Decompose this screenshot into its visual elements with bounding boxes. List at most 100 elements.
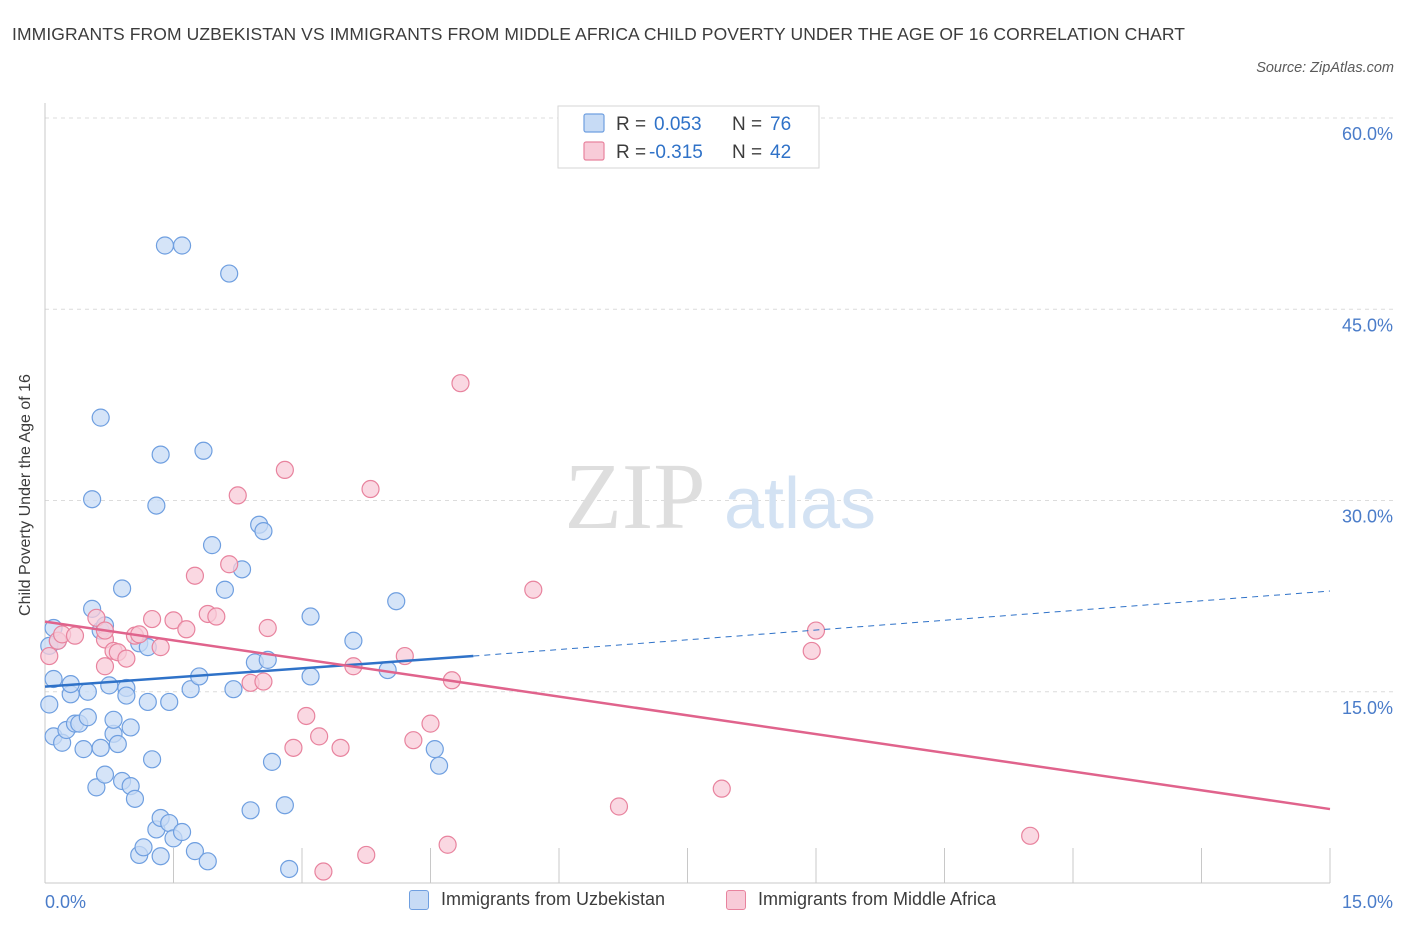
point-middle-africa [87, 608, 106, 627]
point-middle-africa [361, 479, 380, 499]
point-uzbekistan [91, 738, 110, 757]
point-middle-africa [806, 621, 826, 640]
point-middle-africa [314, 862, 333, 881]
point-middle-africa [40, 646, 59, 666]
point-middle-africa [117, 649, 136, 668]
point-uzbekistan [44, 669, 63, 689]
point-uzbekistan [40, 695, 59, 714]
point-middle-africa [95, 657, 115, 676]
point-uzbekistan [95, 765, 115, 784]
point-middle-africa [65, 626, 85, 645]
legend-n-value: 76 [770, 114, 791, 135]
point-uzbekistan [151, 847, 170, 866]
point-uzbekistan [108, 734, 127, 754]
watermark-zip: ZIP [565, 445, 706, 549]
trend-line-uzbekistan [44, 654, 474, 688]
point-middle-africa [275, 460, 294, 479]
tick-labels: 15.0% 30.0% 45.0% 60.0% 0.0% 15.0% [45, 124, 1393, 912]
point-middle-africa [451, 374, 470, 393]
source-credit: Source: ZipAtlas.com [1256, 60, 1394, 76]
point-uzbekistan [134, 838, 153, 857]
point-middle-africa [220, 555, 239, 574]
point-middle-africa [609, 797, 629, 816]
y-tick-label: 60.0% [1342, 124, 1393, 144]
grid-lines [45, 117, 1395, 693]
legend-item-uzbekistan[interactable]: Immigrants from Uzbekistan [409, 889, 665, 910]
point-uzbekistan [100, 676, 119, 695]
legend-r-value: 0.053 [654, 114, 702, 135]
point-uzbekistan [151, 445, 170, 464]
point-uzbekistan [262, 752, 282, 771]
trend-lines [44, 590, 1331, 811]
point-middle-africa [254, 672, 273, 691]
legend-n-value: 42 [770, 142, 791, 163]
point-uzbekistan [74, 740, 93, 759]
point-uzbekistan [104, 710, 123, 729]
point-middle-africa [357, 845, 376, 865]
point-uzbekistan [83, 490, 102, 509]
point-uzbekistan [117, 686, 136, 705]
point-uzbekistan [125, 789, 145, 808]
legend-item-middle-africa[interactable]: Immigrants from Middle Africa [726, 889, 996, 910]
axes [44, 103, 1331, 884]
point-middle-africa [421, 714, 440, 733]
legend-swatch-uzbekistan [583, 113, 605, 133]
point-middle-africa [712, 779, 731, 798]
y-tick-label: 15.0% [1342, 698, 1393, 718]
watermark-atlas: atlas [724, 464, 876, 544]
point-middle-africa [177, 620, 196, 639]
point-uzbekistan [344, 631, 363, 650]
point-uzbekistan [91, 408, 110, 427]
point-uzbekistan [138, 692, 157, 712]
point-middle-africa [151, 638, 170, 657]
legend-swatch-middle-africa [726, 889, 746, 910]
legend-label-middle-africa: Immigrants from Middle Africa [758, 889, 997, 909]
point-uzbekistan [254, 521, 273, 541]
point-middle-africa [524, 580, 543, 599]
point-uzbekistan [142, 750, 162, 769]
trend-line-middle-africa [44, 620, 1331, 811]
point-uzbekistan [181, 680, 200, 699]
point-middle-africa [297, 706, 316, 726]
legend-r-value: -0.315 [649, 142, 703, 163]
y-tick-label: 45.0% [1342, 315, 1393, 335]
chart-title: IMMIGRANTS FROM UZBEKISTAN VS IMMIGRANTS… [12, 24, 1186, 44]
point-uzbekistan [301, 607, 320, 626]
point-uzbekistan [198, 852, 217, 871]
point-uzbekistan [121, 718, 140, 737]
point-middle-africa [310, 727, 329, 746]
x-tick-label: 15.0% [1342, 892, 1393, 912]
point-uzbekistan [172, 822, 192, 842]
point-uzbekistan [429, 756, 449, 775]
legend-n-label: N = [732, 142, 762, 163]
point-middle-africa [438, 835, 457, 854]
data-points [40, 236, 1040, 881]
point-uzbekistan [301, 667, 320, 686]
series-legend: Immigrants from Uzbekistan Immigrants fr… [0, 889, 1406, 915]
point-middle-africa [164, 611, 183, 630]
y-tick-label: 30.0% [1342, 507, 1393, 527]
legend-n-label: N = [732, 114, 762, 135]
point-middle-africa [228, 486, 247, 505]
point-uzbekistan [202, 536, 222, 555]
point-uzbekistan [220, 264, 239, 283]
point-uzbekistan [425, 740, 444, 759]
point-middle-africa [802, 641, 821, 661]
point-uzbekistan [194, 441, 213, 460]
point-middle-africa [404, 731, 423, 750]
point-middle-africa [142, 609, 162, 629]
legend-swatch-middle-africa [583, 141, 605, 161]
point-uzbekistan [275, 796, 294, 815]
point-middle-africa [331, 738, 350, 757]
point-middle-africa [185, 566, 205, 585]
point-middle-africa [258, 618, 277, 638]
point-uzbekistan [280, 859, 299, 879]
point-uzbekistan [215, 580, 234, 599]
point-uzbekistan [78, 682, 97, 701]
point-middle-africa [284, 738, 303, 757]
legend-r-label: R = [616, 142, 646, 163]
point-uzbekistan [155, 236, 175, 255]
correlation-legend: R = 0.053 N = 76 R = -0.315 N = 42 [557, 105, 820, 169]
point-uzbekistan [387, 592, 406, 611]
